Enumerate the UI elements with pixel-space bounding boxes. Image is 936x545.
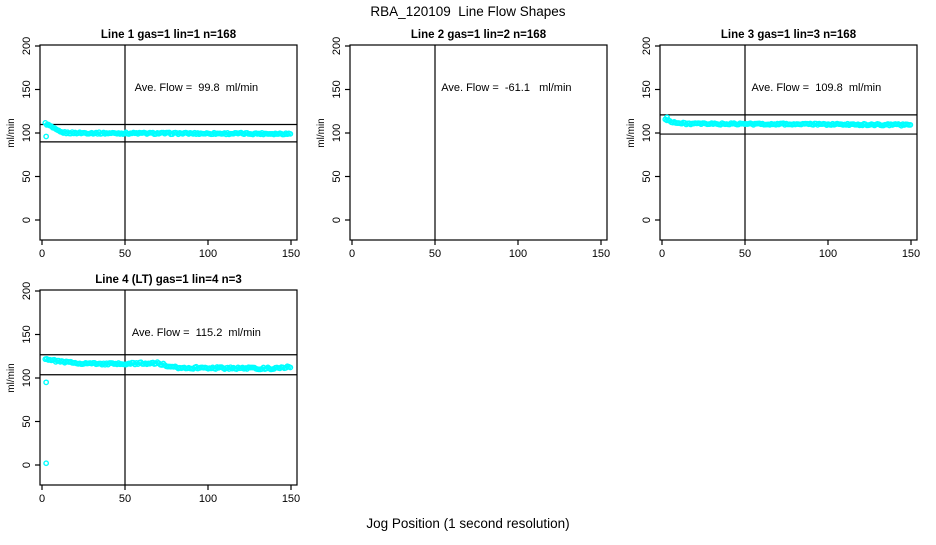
y-tick-label: 100 — [331, 124, 343, 142]
y-tick-label: 150 — [21, 80, 33, 98]
x-axis-label: Jog Position (1 second resolution) — [366, 516, 570, 531]
y-tick-label: 50 — [21, 415, 33, 427]
x-tick-label: 0 — [39, 493, 45, 505]
y-tick-label: 50 — [331, 170, 343, 182]
outlier-point — [43, 379, 50, 386]
y-tick-label: 100 — [641, 124, 653, 142]
panel-title: Line 3 gas=1 lin=3 n=168 — [721, 29, 857, 41]
panel-title: Line 1 gas=1 lin=1 n=168 — [101, 29, 237, 41]
x-tick-label: 150 — [282, 493, 300, 505]
y-tick-label: 100 — [21, 369, 33, 387]
x-tick-label: 100 — [199, 248, 217, 260]
figure-title: RBA_120109 Line Flow Shapes — [370, 4, 566, 19]
y-tick-label: 0 — [21, 462, 33, 468]
y-tick-label: 200 — [21, 282, 33, 300]
y-tick-label: 0 — [641, 217, 653, 223]
ave-flow-annotation: Ave. Flow = 99.8 ml/min — [135, 82, 259, 94]
x-tick-label: 50 — [119, 493, 131, 505]
y-tick-label: 200 — [21, 37, 33, 55]
y-axis-unit-label: ml/min — [6, 363, 17, 392]
x-tick-label: 150 — [902, 248, 920, 260]
outlier-point — [664, 114, 670, 121]
y-axis-unit-label: ml/min — [626, 118, 637, 147]
y-tick-label: 50 — [641, 170, 653, 182]
data-point — [287, 364, 294, 371]
y-tick-label: 200 — [641, 37, 653, 55]
x-tick-label: 100 — [819, 248, 837, 260]
y-tick-label: 0 — [21, 217, 33, 223]
y-tick-label: 200 — [331, 37, 343, 55]
panel-box — [349, 44, 608, 241]
ave-flow-annotation: Ave. Flow = 109.8 ml/min — [752, 82, 882, 94]
outlier-point — [43, 133, 50, 140]
x-tick-label: 0 — [659, 248, 665, 260]
panel-box — [39, 44, 298, 241]
ave-flow-annotation: Ave. Flow = -61.1 ml/min — [441, 82, 571, 94]
y-tick-label: 150 — [641, 80, 653, 98]
panel-title: Line 4 (LT) gas=1 lin=4 n=3 — [95, 274, 241, 286]
x-tick-label: 100 — [509, 248, 527, 260]
panel-title: Line 2 gas=1 lin=2 n=168 — [411, 29, 547, 41]
y-tick-label: 50 — [21, 170, 33, 182]
x-tick-label: 100 — [199, 493, 217, 505]
x-tick-label: 150 — [592, 248, 610, 260]
data-point — [907, 121, 914, 128]
x-tick-label: 0 — [349, 248, 355, 260]
x-tick-label: 50 — [739, 248, 751, 260]
x-tick-label: 50 — [429, 248, 441, 260]
y-tick-label: 100 — [21, 124, 33, 142]
y-tick-label: 150 — [331, 80, 343, 98]
y-axis-unit-label: ml/min — [6, 118, 17, 147]
outlier-point — [43, 460, 50, 467]
x-tick-label: 0 — [39, 248, 45, 260]
y-tick-label: 150 — [21, 325, 33, 343]
y-axis-unit-label: ml/min — [316, 118, 327, 147]
y-tick-label: 0 — [331, 217, 343, 223]
x-tick-label: 150 — [282, 248, 300, 260]
x-tick-label: 50 — [119, 248, 131, 260]
ave-flow-annotation: Ave. Flow = 115.2 ml/min — [132, 327, 261, 339]
panel-box — [659, 44, 918, 241]
panel-box — [39, 289, 298, 486]
data-point — [287, 130, 294, 137]
